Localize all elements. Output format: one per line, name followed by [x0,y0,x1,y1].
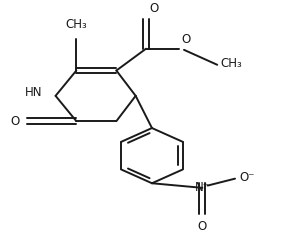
Text: CH₃: CH₃ [66,18,87,31]
Text: O: O [198,220,207,233]
Text: CH₃: CH₃ [220,57,242,70]
Text: HN: HN [25,86,42,99]
Text: O⁻: O⁻ [240,171,255,184]
Text: O: O [181,33,191,46]
Text: O: O [11,115,20,128]
Text: O: O [149,2,158,15]
Text: N⁺: N⁺ [195,181,210,194]
